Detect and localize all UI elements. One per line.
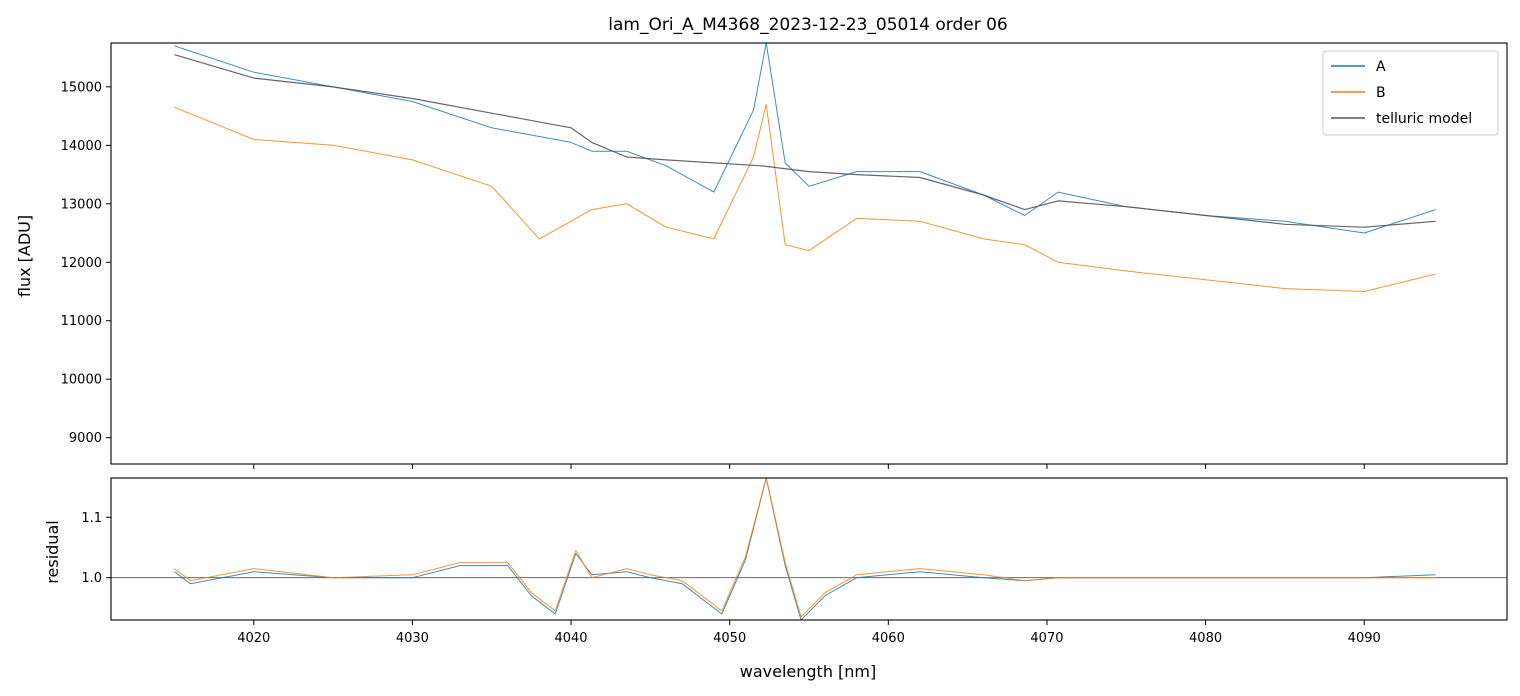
residual-panel: 1.01.1 4020 4030 4040 4050 4060 4070 4080 4090 … xyxy=(43,477,1508,681)
residual-xtick-label: 4030 xyxy=(396,631,429,646)
main-series-line-b xyxy=(174,103,1436,292)
residual-series-line-a xyxy=(174,478,1436,620)
main-panel: 9000 10000 11000 12000 13000 14000 15000 flux … xyxy=(15,42,1508,469)
residual-axes-frame xyxy=(110,477,1508,621)
legend-label-b: B xyxy=(1376,85,1386,101)
main-ytick-label: 10000 xyxy=(61,373,102,388)
main-series-line-telluric-model xyxy=(174,54,1436,228)
main-ylabel: flux [ADU] xyxy=(15,215,34,297)
legend-frame xyxy=(1322,50,1499,136)
residual-series-line-b xyxy=(174,478,1436,618)
residual-xtick-label: 4050 xyxy=(713,631,746,646)
residual-xtick-label: 4080 xyxy=(1189,631,1222,646)
main-x-axis xyxy=(253,464,1365,469)
residual-xtick-label: 4070 xyxy=(1030,631,1063,646)
main-ytick-label: 14000 xyxy=(61,139,102,154)
main-ytick-label: 15000 xyxy=(61,80,102,95)
residual-xtick-label: 4040 xyxy=(554,631,587,646)
chart-title: lam_Ori_A_M4368_2023-12-23_05014 order 0… xyxy=(608,15,1008,35)
residual-xtick-label: 4060 xyxy=(872,631,905,646)
residual-ylabel: residual xyxy=(43,520,62,583)
residual-y-axis: 1.0 1.1 xyxy=(81,511,111,586)
legend-label-a: A xyxy=(1376,59,1386,75)
main-ytick-label: 11000 xyxy=(61,314,102,329)
main-ytick-label: 12000 xyxy=(61,256,102,271)
residual-ytick-label: 1.0 xyxy=(81,571,102,586)
main-y-axis: 9000 10000 11000 12000 13000 14000 15000 xyxy=(61,80,111,446)
main-series-group xyxy=(174,43,1436,292)
residual-xtick-label: 4090 xyxy=(1348,631,1381,646)
legend: A B telluric model xyxy=(1322,50,1499,136)
main-ytick-label: 9000 xyxy=(69,431,102,446)
residual-x-axis: 4020 4030 4040 4050 4060 4070 4080 4090 xyxy=(237,620,1381,646)
residual-series-group xyxy=(174,478,1436,620)
xlabel: wavelength [nm] xyxy=(740,662,877,681)
main-axes-frame xyxy=(110,42,1508,465)
residual-xtick-label: 4020 xyxy=(237,631,270,646)
legend-label-telluric: telluric model xyxy=(1376,111,1472,127)
main-ytick-label: 13000 xyxy=(61,197,102,212)
residual-ytick-label: 1.1 xyxy=(81,511,102,526)
